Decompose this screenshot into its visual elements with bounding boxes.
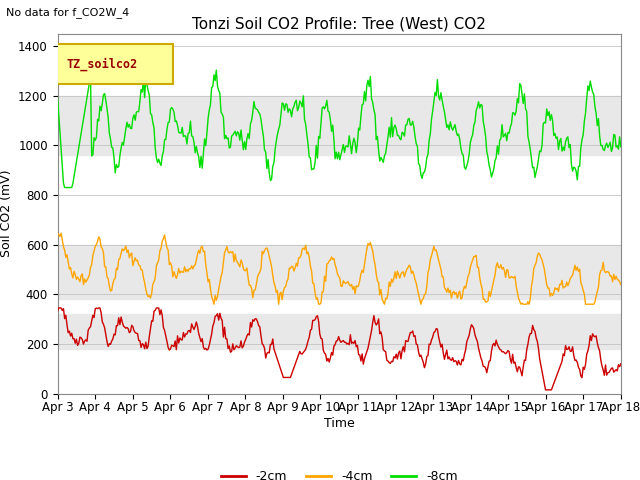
Bar (58, 314, 621, 349)
Title: Tonzi Soil CO2 Profile: Tree (West) CO2: Tonzi Soil CO2 Profile: Tree (West) CO2 (192, 16, 486, 31)
Bar (58, 96, 621, 155)
Legend: -2cm, -4cm, -8cm: -2cm, -4cm, -8cm (216, 465, 463, 480)
Text: No data for f_CO2W_4: No data for f_CO2W_4 (6, 7, 130, 18)
Y-axis label: Soil CO2 (mV): Soil CO2 (mV) (0, 170, 13, 257)
Text: TZ_soilco2: TZ_soilco2 (66, 58, 138, 71)
Bar (58, 245, 621, 299)
X-axis label: Time: Time (324, 417, 355, 430)
FancyBboxPatch shape (55, 44, 173, 84)
